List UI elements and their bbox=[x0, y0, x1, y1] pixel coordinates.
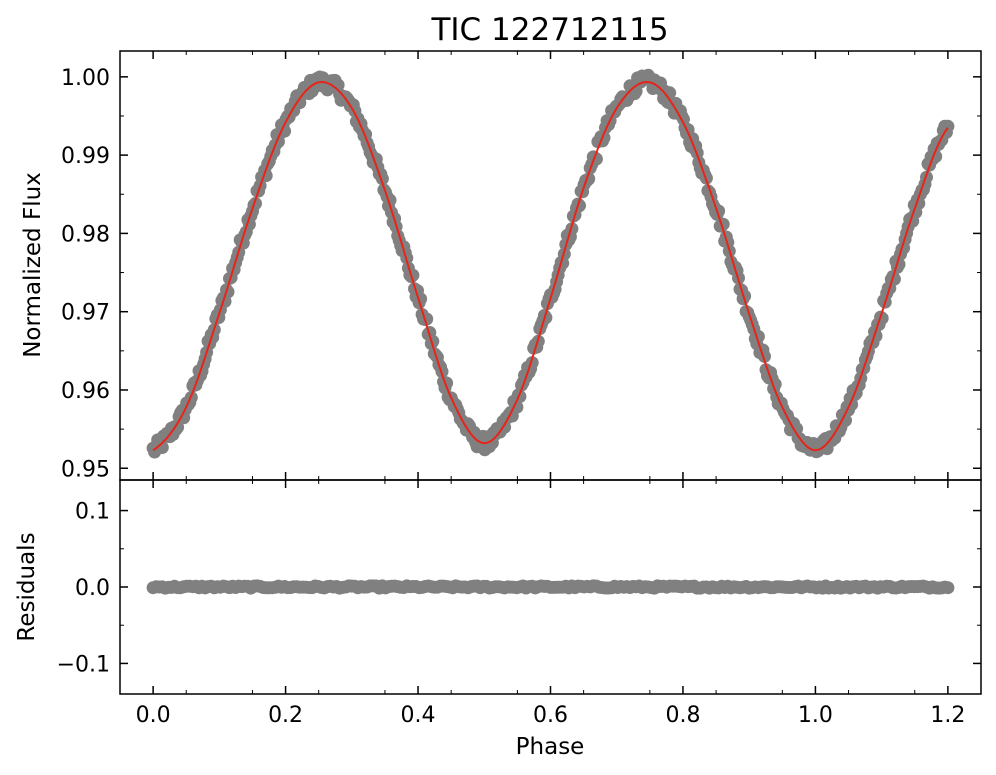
x-tick-label: 1.2 bbox=[930, 703, 965, 728]
x-axis-label: Phase bbox=[516, 734, 585, 760]
x-tick-label: 0.4 bbox=[401, 703, 436, 728]
x-tick-label: 0.2 bbox=[268, 703, 303, 728]
flux-panel: 0.95 0.96 0.97 0.98 0.99 1.00 Normalized Flux bbox=[20, 50, 982, 482]
flux-y-tick-label: 0.99 bbox=[61, 144, 110, 169]
residual-y-tick-label: −0.1 bbox=[57, 652, 110, 677]
flux-data-point bbox=[738, 289, 752, 303]
flux-model-curve bbox=[152, 80, 949, 452]
x-tick-label: 0.8 bbox=[665, 703, 700, 728]
flux-y-tick-label: 0.96 bbox=[61, 379, 110, 404]
residuals-y-axis-label: Residuals bbox=[14, 532, 40, 641]
residual-data-point bbox=[941, 581, 955, 595]
flux-y-tick-label: 0.97 bbox=[61, 301, 110, 326]
flux-y-tick-label: 1.00 bbox=[61, 66, 110, 91]
residuals-panel: −0.1 0.0 0.1 Residuals bbox=[14, 479, 982, 695]
x-axis-ticks: 0.0 0.2 0.4 0.6 0.8 1.0 1.2 bbox=[119, 51, 965, 728]
flux-y-axis-label: Normalized Flux bbox=[20, 172, 46, 358]
flux-y-tick-label: 0.95 bbox=[61, 457, 110, 482]
flux-data-point bbox=[155, 441, 169, 454]
residual-data-points bbox=[146, 579, 955, 595]
flux-y-tick-label: 0.98 bbox=[61, 222, 110, 247]
residual-y-tick-label: 0.0 bbox=[75, 576, 110, 601]
x-tick-label: 1.0 bbox=[798, 703, 833, 728]
residual-panel-ticks: −0.1 0.0 0.1 bbox=[57, 500, 981, 677]
flux-data-points bbox=[146, 68, 955, 459]
flux-data-point bbox=[171, 420, 185, 434]
x-tick-label: 0.6 bbox=[533, 703, 568, 728]
flux-data-point bbox=[278, 124, 292, 138]
chart-title: TIC 122712115 bbox=[430, 12, 668, 48]
flux-data-point bbox=[941, 119, 955, 133]
flux-panel-ticks: 0.95 0.96 0.97 0.98 0.99 1.00 bbox=[61, 66, 981, 482]
flux-data-point bbox=[510, 400, 524, 414]
flux-data-point bbox=[839, 413, 852, 427]
flux-panel-frame bbox=[119, 50, 982, 481]
x-tick-label: 0.0 bbox=[136, 703, 171, 728]
residual-y-tick-label: 0.1 bbox=[75, 500, 110, 525]
